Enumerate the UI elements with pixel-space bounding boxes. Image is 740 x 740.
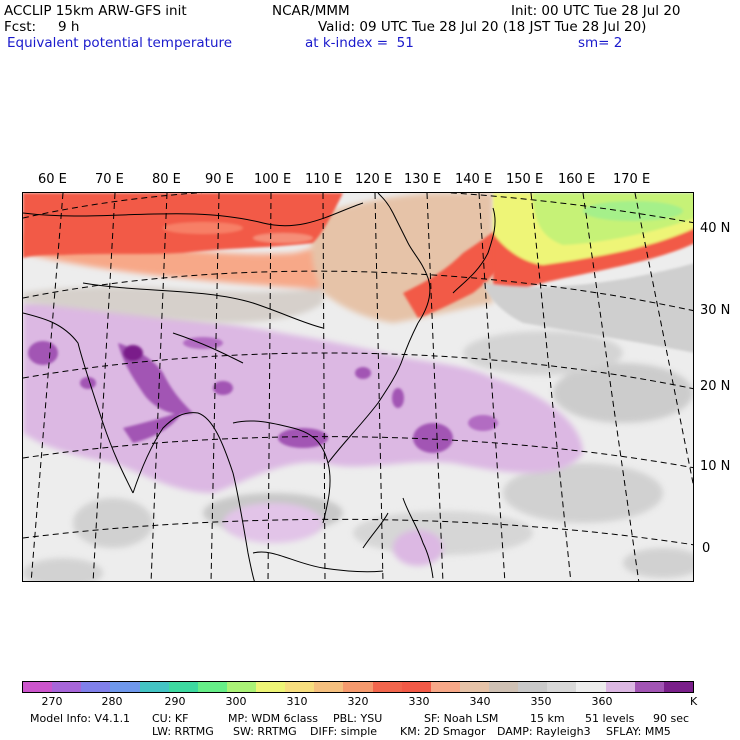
colorbar-swatch [489,682,519,692]
colorbar-tick: 320 [347,695,369,708]
colorbar-swatch [256,682,286,692]
valid-time: Valid: 09 UTC Tue 28 Jul 20 (18 JST Tue … [318,19,647,35]
colorbar-swatch [314,682,344,692]
level-label: at k-index = 51 [305,35,414,51]
lon-label: 70 E [95,172,124,187]
colorbar-tick: 270 [41,695,63,708]
colorbar-swatch [576,682,606,692]
colorbar-swatch [401,682,431,692]
model-title: ACCLIP 15km ARW-GFS init [4,3,187,19]
smoothing-label: sm= 2 [578,35,623,51]
colorbar-swatch [343,682,373,692]
model-info-pbl: PBL: YSU [333,712,383,725]
colorbar [22,681,694,693]
colorbar-swatch [226,682,256,692]
lon-label: 150 E [506,172,544,187]
model-info-cu: CU: KF [152,712,189,725]
fcst-label: Fcst: [4,19,37,35]
colorbar-tick: 350 [530,695,552,708]
colorbar-tick: 360 [591,695,613,708]
model-info-sw: SW: RRTMG [233,725,297,738]
colorbar-swatch [634,682,664,692]
graticule [23,193,693,581]
colorbar-tick: 330 [408,695,430,708]
org-label: NCAR/MMM [272,3,350,19]
colorbar-swatch [139,682,169,692]
model-info-res: 15 km [530,712,565,725]
lat-label: 30 N [700,303,731,318]
colorbar-swatch [518,682,548,692]
colorbar-tick: 340 [469,695,491,708]
model-info-damp: DAMP: Rayleigh3 [497,725,591,738]
colorbar-swatch [23,682,53,692]
lon-label: 140 E [455,172,493,187]
colorbar-swatch [663,682,693,692]
model-info-sflay: SFLAY: MM5 [606,725,671,738]
lon-label: 90 E [205,172,234,187]
colorbar-swatch [605,682,635,692]
colorbar-tick: 280 [101,695,123,708]
lon-label: 120 E [355,172,393,187]
colorbar-swatch [168,682,198,692]
pacific-warm-pool [483,193,693,353]
colorbar-swatch [52,682,82,692]
colorbar-swatch [110,682,140,692]
coastlines [23,193,496,581]
model-info-mp: MP: WDM 6class [228,712,318,725]
colorbar-swatch [459,682,489,692]
lat-label: 20 N [700,379,731,394]
model-info-km: KM: 2D Smagor [400,725,486,738]
theta-e-map [22,192,694,582]
colorbar-tick: 300 [225,695,247,708]
colorbar-swatch [197,682,227,692]
lon-label: 100 E [254,172,292,187]
model-info-diff: DIFF: simple [310,725,378,738]
colorbar-tick: 290 [164,695,186,708]
colorbar-swatch [547,682,577,692]
lat-label: 0 [702,541,711,556]
colorbar-unit: K [690,695,698,708]
colorbar-swatch [81,682,111,692]
model-info-sf: SF: Noah LSM [424,712,499,725]
lon-label: 160 E [558,172,596,187]
lon-label: 170 E [613,172,651,187]
colorbar-swatch [372,682,402,692]
field-name: Equivalent potential temperature [7,35,233,51]
model-info-lw: LW: RRTMG [152,725,214,738]
model-info-version: Model Info: V4.1.1 [30,712,131,725]
colorbar-swatch [285,682,315,692]
colorbar-swatch [430,682,460,692]
lat-label: 10 N [700,459,731,474]
lon-label: 60 E [38,172,67,187]
model-info-levels: 51 levels [585,712,635,725]
model-info-timestep: 90 sec [653,712,690,725]
lat-label: 40 N [700,221,731,236]
init-time: Init: 00 UTC Tue 28 Jul 20 [511,3,681,19]
lon-label: 130 E [404,172,442,187]
lon-label: 80 E [152,172,181,187]
lon-label: 110 E [305,172,343,187]
colorbar-tick: 310 [286,695,308,708]
fcst-value: 9 h [58,19,80,35]
map-canvas [23,193,693,581]
